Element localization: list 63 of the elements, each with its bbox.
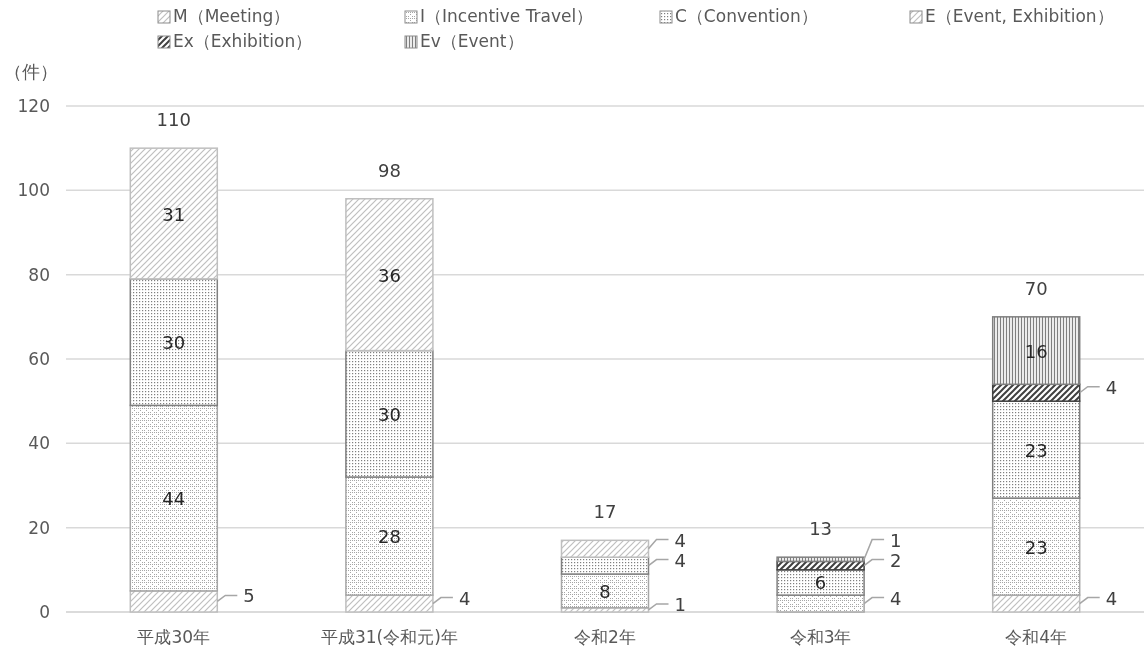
- bar: [345, 476, 434, 596]
- data-label: 4: [1105, 376, 1118, 398]
- legend-label: Ex（Exhibition）: [173, 31, 313, 51]
- data-label: 4: [890, 587, 902, 609]
- data-label: 30: [377, 403, 401, 425]
- y-tick-label: 80: [28, 264, 50, 285]
- bar: [345, 198, 434, 352]
- bar: [991, 316, 1081, 386]
- data-label: 4: [458, 587, 471, 609]
- total-label: 70: [1024, 277, 1048, 299]
- x-tick-label: 平成30年: [137, 627, 211, 647]
- y-tick-label: 40: [28, 433, 50, 454]
- bar: [991, 497, 1081, 596]
- bar: [560, 556, 650, 575]
- bar: [345, 349, 434, 478]
- data-label: 30: [162, 332, 186, 354]
- legend-label: I（Incentive Travel）: [420, 6, 594, 26]
- bar: [776, 556, 865, 563]
- bar: [776, 569, 865, 596]
- y-tick-label: 60: [28, 349, 50, 369]
- data-label: 4: [1105, 587, 1118, 609]
- bar: [345, 594, 434, 613]
- legend-label: Ev（Event）: [420, 31, 524, 51]
- x-tick-label: 平成31(令和元)年: [320, 627, 458, 647]
- data-label: 31: [162, 203, 186, 225]
- y-axis-title: （件）: [4, 61, 58, 82]
- x-tick-label: 令和2年: [574, 627, 636, 647]
- y-tick-label: 100: [17, 180, 50, 201]
- data-label: 1: [674, 593, 686, 615]
- bar: [991, 594, 1081, 613]
- total-label: 110: [156, 109, 191, 131]
- legend-label: E（Event, Exhibition）: [925, 6, 1114, 26]
- data-label: 23: [1024, 536, 1048, 558]
- legend-label: M（Meeting）: [173, 6, 291, 26]
- x-tick-label: 令和4年: [1005, 627, 1068, 647]
- total-label: 98: [377, 159, 401, 181]
- bar: [560, 539, 650, 558]
- data-label: 4: [674, 529, 686, 551]
- data-label: 6: [814, 572, 827, 594]
- data-label: 1: [890, 529, 902, 551]
- total-label: 17: [593, 501, 617, 523]
- data-label: 28: [377, 526, 401, 548]
- bar: [991, 400, 1081, 499]
- bar: [129, 278, 219, 407]
- x-tick-label: 令和3年: [789, 627, 852, 647]
- y-tick-label: 120: [17, 96, 50, 116]
- data-label: 16: [1024, 340, 1048, 362]
- data-label: 36: [377, 264, 401, 286]
- data-label: 2: [890, 549, 902, 571]
- bar: [776, 560, 865, 571]
- data-label: 5: [243, 585, 255, 607]
- y-tick-label: 0: [39, 602, 50, 622]
- legend-label: C（Convention）: [675, 6, 818, 26]
- bar: [129, 404, 219, 592]
- data-label: 44: [162, 488, 186, 510]
- bar: [129, 147, 219, 280]
- y-tick-label: 20: [28, 517, 50, 538]
- data-label: 4: [674, 549, 686, 571]
- data-label: 8: [599, 580, 611, 602]
- bar: [991, 383, 1081, 402]
- bar: [129, 590, 219, 613]
- data-label: 23: [1024, 439, 1048, 461]
- total-label: 13: [809, 518, 833, 540]
